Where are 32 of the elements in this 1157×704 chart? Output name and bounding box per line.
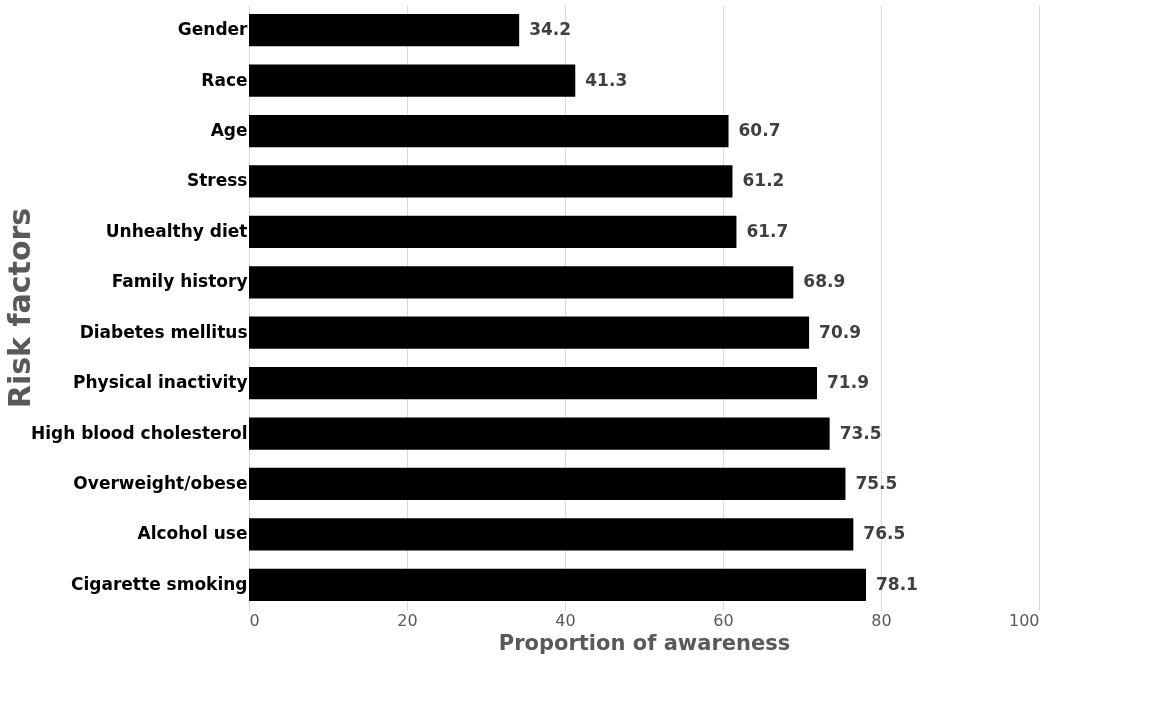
y-tick-label: Cigarette smoking	[71, 573, 248, 594]
y-tick-label: Stress	[186, 170, 248, 191]
y-tick-label: Race	[201, 69, 248, 90]
data-label: 61.7	[746, 220, 789, 241]
data-label: 78.1	[875, 573, 918, 594]
data-label: 73.5	[839, 422, 882, 443]
data-label: 60.7	[738, 120, 781, 141]
y-tick-label: Overweight/obese	[73, 472, 248, 493]
data-label: 76.5	[863, 523, 906, 544]
x-tick-label: 0	[249, 610, 260, 630]
x-axis-title: Proportion of awareness	[498, 630, 791, 655]
x-tick-label: 80	[871, 610, 892, 630]
x-tick-label: 60	[713, 610, 734, 630]
y-tick-label: Diabetes mellitus	[79, 321, 248, 342]
data-label: 34.2	[529, 19, 572, 40]
x-tick-label: 40	[555, 610, 576, 630]
y-axis-title: Risk factors	[1, 207, 37, 409]
y-tick-label: Physical inactivity	[73, 372, 248, 393]
x-tick-label: 100	[1008, 610, 1040, 630]
data-label: 41.3	[585, 69, 628, 90]
data-label: 68.9	[803, 271, 846, 292]
y-tick-label: Family history	[111, 271, 248, 292]
y-tick-label: Unhealthy diet	[105, 220, 248, 241]
data-label: 61.2	[742, 170, 785, 191]
y-tick-label: Gender	[177, 19, 249, 40]
y-tick-label: Age	[210, 120, 248, 141]
data-label: 75.5	[855, 472, 898, 493]
y-tick-label: Alcohol use	[137, 523, 248, 544]
data-label: 70.9	[819, 321, 862, 342]
x-tick-label: 20	[397, 610, 418, 630]
data-label: 71.9	[827, 372, 869, 393]
y-tick-label: High blood cholesterol	[30, 422, 248, 443]
